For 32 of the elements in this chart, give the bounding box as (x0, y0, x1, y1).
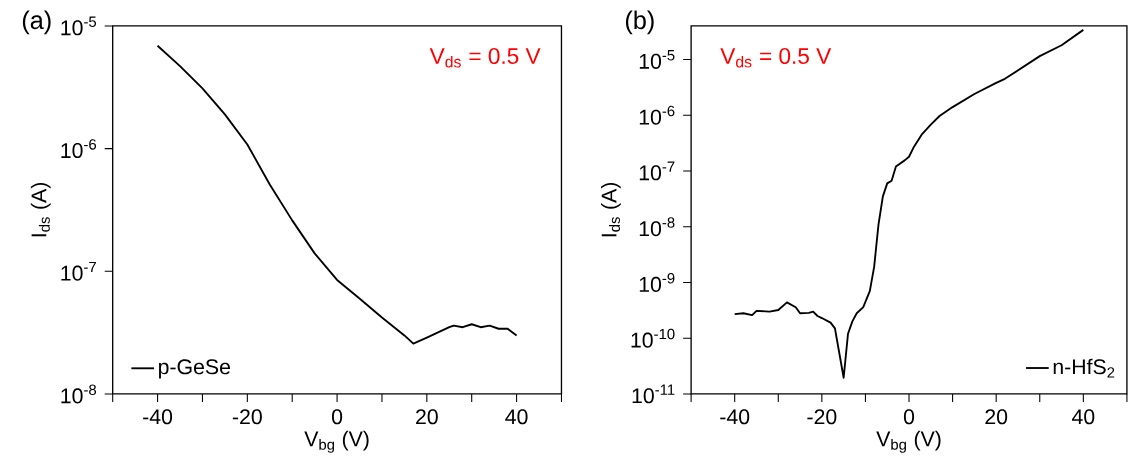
x-tick-label: 40 (505, 409, 528, 425)
y-tick-label: 10$^{-8}$ (639, 217, 675, 237)
x-axis-title: V$_{bg}$ (V) (304, 430, 369, 453)
x-tick-label: 40 (1071, 409, 1095, 425)
y-tick-label: 10$^{-5}$ (639, 50, 675, 70)
x-tick-label: 20 (416, 409, 438, 425)
y-tick-label: 10$^{-6}$ (61, 139, 97, 159)
x-tick-label: -20 (232, 409, 262, 425)
annotation: V$_{ds}$ = 0.5 V (429, 48, 541, 68)
x-tick-label: 20 (985, 409, 1008, 425)
legend-label: p-GeSe (159, 359, 230, 379)
y-tick-label: 10$^{-11}$ (632, 384, 675, 404)
chart-title: (b) (625, 10, 654, 35)
x-axis-title: V$_{bg}$ (V) (876, 430, 941, 453)
x-tick-label: -40 (720, 409, 750, 425)
x-tick-label: 0 (332, 409, 343, 425)
legend-label: n-HfS$_{2}$ (1053, 358, 1115, 378)
chart-title: (a) (22, 10, 51, 35)
y-tick-label: 10$^{-10}$ (631, 328, 675, 348)
y-axis-title: I$_{ds}$ (A) (600, 183, 621, 237)
annotation: V$_{ds}$ = 0.5 V (720, 48, 832, 68)
y-tick-label: 10$^{-7}$ (61, 262, 96, 281)
x-tick-label: 0 (903, 409, 915, 425)
y-axis-title: I$_{ds}$ (A) (30, 183, 51, 237)
x-tick-label: -40 (143, 409, 173, 425)
y-tick-label: 10$^{-9}$ (639, 273, 675, 293)
y-tick-label: 10$^{-8}$ (61, 384, 97, 404)
y-tick-label: 10$^{-5}$ (61, 16, 97, 36)
y-tick-label: 10$^{-6}$ (639, 105, 675, 125)
x-tick-label: -20 (807, 409, 837, 425)
line-series (156, 44, 518, 345)
y-tick-label: 10$^{-7}$ (639, 161, 675, 181)
